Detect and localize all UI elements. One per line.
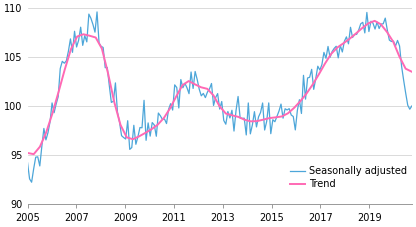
- Seasonally adjusted: [317, 69, 322, 71]
- Trend: [136, 135, 141, 138]
- Seasonally adjusted: [25, 161, 30, 164]
- Trend: [298, 100, 303, 103]
- Seasonally adjusted: [282, 107, 287, 110]
- Seasonally adjusted: [409, 105, 414, 107]
- Seasonally adjusted: [105, 66, 110, 69]
- Trend: [149, 128, 154, 131]
- Trend: [409, 70, 414, 73]
- Trend: [223, 112, 228, 115]
- Seasonally adjusted: [332, 47, 337, 50]
- Seasonally adjusted: [174, 86, 179, 89]
- Trend: [372, 20, 377, 22]
- Trend: [31, 153, 36, 155]
- Legend: Seasonally adjusted, Trend: Seasonally adjusted, Trend: [290, 166, 407, 189]
- Seasonally adjusted: [89, 17, 94, 20]
- Line: Seasonally adjusted: Seasonally adjusted: [27, 12, 412, 182]
- Trend: [25, 152, 30, 154]
- Seasonally adjusted: [29, 181, 34, 184]
- Trend: [211, 94, 216, 97]
- Seasonally adjusted: [94, 11, 99, 13]
- Line: Trend: Trend: [27, 21, 412, 154]
- Trend: [403, 67, 408, 70]
